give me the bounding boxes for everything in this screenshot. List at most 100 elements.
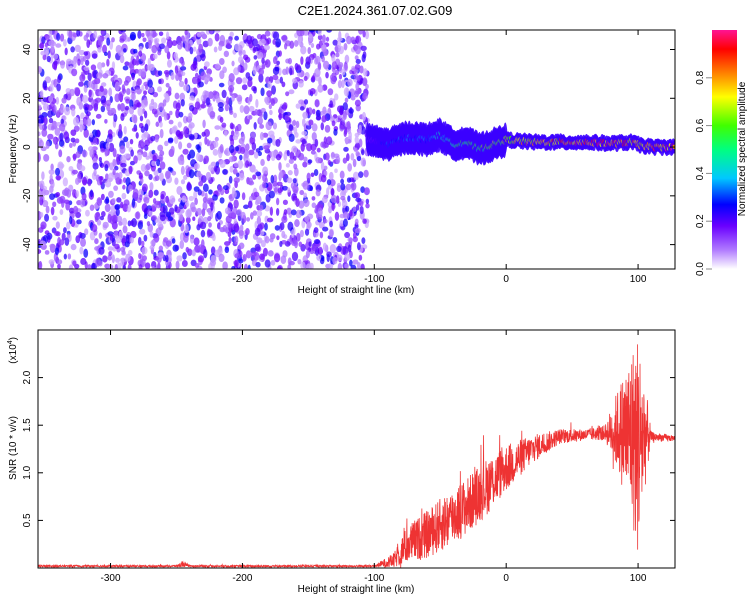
spectrogram-cell [253,151,259,159]
spectrogram-cell [247,76,253,82]
spectrogram-cell [306,172,311,181]
spectrogram-cell [328,171,334,181]
spectrogram-cell [159,161,166,170]
spectrogram-cell [362,218,367,224]
spectrogram-cell [183,233,189,243]
spectrogram-cell [334,211,340,221]
spectrogram-cell [326,136,333,146]
spectrogram-cell [232,168,238,175]
spectrogram-cell [82,55,87,62]
spectrogram-cell [341,79,345,88]
spectrogram-cell [200,229,206,238]
spectrogram-cell [163,113,168,121]
spectrogram-cell [310,43,315,49]
spectrogram-cell [43,154,50,162]
spectrogram-cell [38,152,41,162]
spectrogram-cell [255,171,262,177]
spectrogram-cell [98,247,105,255]
spectrogram-cell [140,163,147,172]
spectrogram-cell [344,54,350,64]
spectrogram-cell [193,46,197,52]
spectrogram-cell [63,106,71,116]
spectrogram-cell [239,105,245,113]
spectrogram-cell [185,209,192,219]
spectrogram-cell [40,50,46,56]
spectrogram-cell [273,174,278,183]
spectrogram-cell [275,207,280,216]
spectrogram-cell [128,106,135,115]
spectrogram-cell [308,30,315,33]
spectrogram-cell [81,150,88,158]
spectrogram-cell [194,197,198,206]
spectrogram-cell [320,256,325,262]
spectrogram-cell [253,86,257,94]
spectrogram-cell [267,250,274,257]
spectrogram-cell [329,220,333,228]
spectrogram-cell [234,253,241,259]
spectrogram-cell [205,97,211,106]
spectrogram-cell [96,129,101,138]
y-tick-label: 0.5 [22,513,33,527]
spectrogram-cell [91,224,98,233]
spectrogram-cell [313,168,319,177]
spectrogram-cell [174,204,178,212]
spectrogram-cell [316,109,321,117]
spectrogram-cell [303,156,308,162]
spectrogram-cell [80,237,87,248]
spectrogram-cell [145,155,150,160]
spectrogram-cell [311,123,318,132]
spectrogram-cell [333,128,338,136]
spectrogram-cell [323,136,328,144]
spectrogram-cell [67,253,72,260]
spectrogram-cell [336,185,342,192]
spectrogram-cell [247,264,251,269]
spectrogram-cell [184,30,188,36]
spectrogram-cell [321,115,327,123]
spectrogram-cell [143,97,148,106]
spectrogram-cell [107,129,113,136]
spectrogram-cell [355,197,362,203]
spectrogram-cell [287,257,292,266]
spectrogram-cell [130,230,137,239]
spectrogram-cell [113,113,118,123]
spectrogram-cell [362,78,368,86]
spectrogram-cell [179,92,186,102]
spectrogram-cell [49,174,53,181]
spectrogram-cell [104,180,112,188]
spectrogram-cell [195,144,201,150]
spectrogram-cell [66,58,73,65]
spectrogram-cell [204,192,208,202]
spectrogram-cell [98,90,105,97]
spectrogram-cell [157,252,164,258]
spectrogram-cell [322,60,330,70]
spectrogram-cell [309,185,314,192]
spectrogram-cell [193,190,198,200]
spectrogram-cell [264,59,271,68]
spectrogram-cell [57,263,61,269]
spectrogram-cell [359,65,364,74]
spectrogram-cell [89,204,95,211]
spectrogram-cell [89,132,94,138]
spectrogram-cell [225,215,232,224]
spectrogram-cell [362,30,366,38]
spectrogram-cell [250,212,254,220]
spectrogram-cell [282,102,287,111]
spectrogram-cell [231,60,235,67]
spectrogram-cell [339,107,344,116]
spectrogram-cell [145,30,151,37]
spectrogram-cell [365,203,370,209]
spectrogram-cell [216,210,222,220]
spectrogram-cell [362,92,368,100]
spectrogram-cell [47,133,54,140]
spectrogram-cell [323,170,328,177]
spectrogram-cell [113,185,119,191]
spectrogram-cell [285,91,290,97]
spectrogram-cell [252,38,258,47]
spectrogram-cell [352,206,357,212]
spectrogram-cell [287,264,292,269]
spectrogram-cell [55,221,60,229]
spectrogram-cell [272,180,278,187]
spectrogram-cell [276,266,282,269]
spectrogram-cell [286,177,293,184]
spectrogram-cell [84,106,89,114]
